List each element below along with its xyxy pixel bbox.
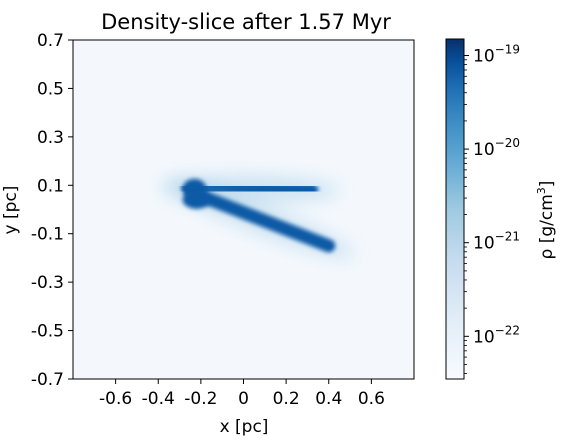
x-tick-label: 0 [238,389,249,409]
y-tick-label: 0.7 [37,31,64,51]
colorbar-label: ρ [g/cm3] [535,181,557,260]
x-axis-label: x [pc] [220,417,269,437]
x-tick-label: -0.4 [142,389,175,409]
colorbar-tick-label: 10−21 [473,230,520,254]
y-axis-ticks: 0.7 0.5 0.3 0.1 -0.1 -0.3 -0.5 -0.7 [31,31,73,390]
density-layer [160,174,355,259]
colorbar [445,38,465,380]
y-tick-label: -0.3 [31,273,64,293]
y-tick-label: 0.3 [37,128,64,148]
colorbar-ticks: 10−19 10−20 10−21 10−22 [464,42,520,374]
y-tick-label: -0.7 [31,370,64,390]
x-tick-label: 0.2 [273,389,300,409]
y-tick-label: -0.1 [31,225,64,245]
colorbar-tick-label: 10−22 [473,323,520,347]
y-tick-label: -0.5 [31,322,64,342]
y-tick-label: 0.5 [37,79,64,99]
y-tick-label: 0.1 [37,176,64,196]
x-axis-ticks: -0.6 -0.4 -0.2 0 0.2 0.4 0.6 [99,379,385,409]
x-tick-label: -0.2 [184,389,217,409]
y-axis-label: y [pc] [1,186,21,235]
chart-title: Density-slice after 1.57 Myr [101,10,391,34]
filament-2 [185,186,336,253]
colorbar-tick-label: 10−19 [473,42,520,66]
x-tick-label: 0.6 [358,389,385,409]
x-tick-label: 0.4 [315,389,342,409]
x-tick-label: -0.6 [99,389,132,409]
dense-clump [182,190,211,209]
colorbar-tick-label: 10−20 [473,136,520,160]
